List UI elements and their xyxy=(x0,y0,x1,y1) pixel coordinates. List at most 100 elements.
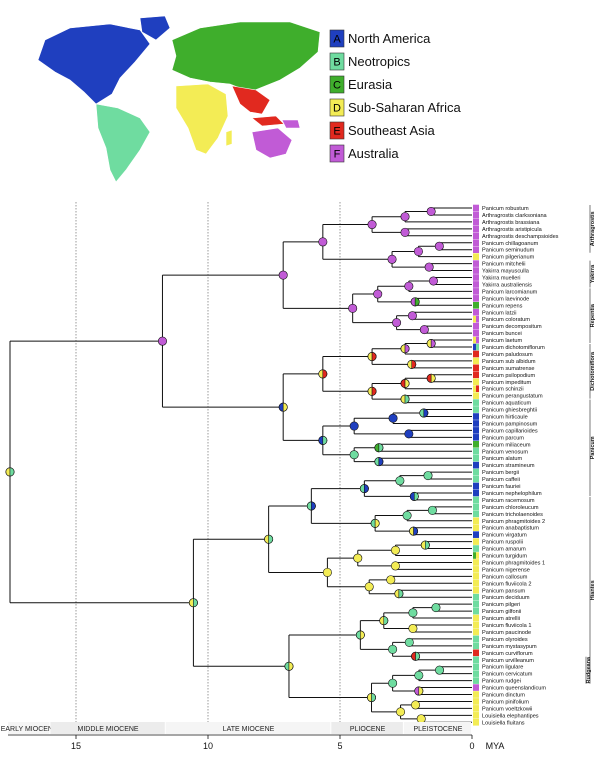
taxon-panicum-virgatum: Panicum virgatum xyxy=(473,531,527,539)
legend-label: North America xyxy=(348,31,431,46)
taxon-panicum-capillarioides: Panicum capillarioides xyxy=(473,427,538,434)
region-cell xyxy=(473,385,476,392)
tree-node xyxy=(408,608,418,618)
taxon-label: Panicum queenslandicum xyxy=(482,686,546,692)
epoch-pliocene: PLIOCENE xyxy=(331,722,403,734)
taxon-label: Panicum ligulare xyxy=(482,665,523,671)
tree-node xyxy=(410,297,420,307)
taxon-panicum-pilgeri: Panicum pilgeri xyxy=(473,600,520,608)
taxon-label: Panicum virgatum xyxy=(482,533,527,539)
region-cell xyxy=(473,642,479,650)
taxon-panicum-racemosum: Panicum racemosum xyxy=(473,496,535,504)
taxon-label: Panicum phragmitoides 1 xyxy=(482,560,545,566)
region-cell xyxy=(473,586,479,594)
tree-node xyxy=(318,369,328,379)
region-cell xyxy=(473,468,479,476)
region-cell xyxy=(473,489,479,497)
tree-node xyxy=(413,246,423,256)
taxon-label: Panicum olyroides xyxy=(482,637,528,643)
axis-tick-label: 0 xyxy=(469,741,474,751)
taxon-panicum-voeltzkowii: Panicum voeltzkowii xyxy=(473,705,532,712)
legend-swatch xyxy=(329,52,345,71)
tree-node xyxy=(411,700,421,710)
taxon-label: Panicum amarum xyxy=(482,547,526,553)
continent-new-guinea xyxy=(281,119,301,129)
tree-node xyxy=(388,678,398,688)
region-cell xyxy=(473,552,476,559)
tree-node xyxy=(387,254,397,264)
region-cell xyxy=(473,580,479,587)
tree-node xyxy=(426,373,436,383)
taxon-panicum-nigerense: Panicum nigerense xyxy=(473,566,530,573)
taxon-arthragrostis-clarksoniana: Arthragrostis clarksoniana xyxy=(473,211,548,219)
region-cell xyxy=(473,684,479,691)
tree-node xyxy=(388,413,398,423)
taxon-label: Panicum larcomianum xyxy=(482,289,538,295)
taxon-label: Panicum capillarioides xyxy=(482,428,538,434)
tree-node xyxy=(426,206,436,216)
region-cell xyxy=(473,524,479,531)
taxon-panicum-robustum: Panicum robustum xyxy=(473,204,529,212)
taxon-label: Panicum rudgei xyxy=(482,679,521,685)
region-cell xyxy=(473,663,479,670)
legend-item-sub-saharan-africa: D Sub-Saharan Africa xyxy=(329,98,462,117)
tree-node xyxy=(278,270,288,280)
tree-node xyxy=(373,289,383,299)
taxon-label: Panicum curviflorum xyxy=(482,651,533,657)
region-cell xyxy=(473,406,479,413)
region-cell xyxy=(473,510,479,518)
taxon-label: Panicum decompositum xyxy=(482,324,542,330)
taxon-label: Panicum alatum xyxy=(482,456,522,462)
taxon-label: Panicum chillagoanum xyxy=(482,241,539,247)
region-cell xyxy=(476,385,479,392)
region-cell xyxy=(473,691,479,698)
taxon-label: Panicum phragmitoides 2 xyxy=(482,519,545,525)
taxon-label: Panicum caffeii xyxy=(482,477,520,483)
taxon-panicum-caffeii: Panicum caffeii xyxy=(473,475,520,483)
clade-dichotomiflora: Dichotomiflora xyxy=(589,344,596,399)
region-cell xyxy=(473,274,479,281)
continent-southeast-asia xyxy=(231,85,271,115)
legend-swatch xyxy=(329,98,345,117)
taxon-panicum-anabaptistum: Panicum anabaptistum xyxy=(473,524,539,532)
tree-node xyxy=(409,526,419,536)
taxon-arthragrostis-deschampsioides: Arthragrostis deschampsioides xyxy=(473,232,559,240)
epoch-band xyxy=(8,722,50,734)
taxon-label: Panicum pilgeri xyxy=(482,602,520,608)
taxon-panicum-cervicatum: Panicum cervicatum xyxy=(473,670,533,678)
legend-item-australia: F Australia xyxy=(329,144,399,163)
taxon-panicum-callosum: Panicum callosum xyxy=(473,573,528,580)
legend-item-north-america: A North America xyxy=(329,29,431,48)
tree-node xyxy=(364,582,374,592)
tree-node xyxy=(374,443,384,453)
tree-node xyxy=(374,457,384,467)
tree-node xyxy=(404,429,414,439)
taxon-panicum-perangustatum: Panicum perangustatum xyxy=(473,392,543,400)
taxon-panicum-curviflorum: Panicum curviflorum xyxy=(473,649,533,657)
taxon-panicum-aquaticum: Panicum aquaticum xyxy=(473,399,531,407)
legend-label: Southeast Asia xyxy=(348,123,435,138)
continent-south-america xyxy=(95,103,151,183)
taxon-label: Panicum fluviicola 2 xyxy=(482,581,531,587)
tree-node xyxy=(359,484,369,494)
taxon-panicum-fauriei: Panicum fauriei xyxy=(473,482,521,490)
tree-node xyxy=(306,501,316,511)
taxon-label: Panicum impeditum xyxy=(482,380,531,386)
region-cell xyxy=(473,454,479,462)
taxon-label: Panicum ghiesbreghtii xyxy=(482,408,537,414)
taxon-label: Panicum fluviicola 1 xyxy=(482,623,531,629)
region-cell xyxy=(473,705,479,712)
tree-node xyxy=(390,561,400,571)
tree-node xyxy=(400,344,410,354)
tree-node xyxy=(404,637,414,647)
tree-node xyxy=(318,435,328,445)
taxon-label: Panicum dinctum xyxy=(482,693,525,699)
continent-eurasia xyxy=(171,21,321,93)
taxon-panicum-gilfonii: Panicum gilfonii xyxy=(473,607,521,615)
region-cell xyxy=(473,267,479,274)
region-cell xyxy=(473,357,479,365)
tree-node xyxy=(379,616,389,626)
epoch-band xyxy=(403,722,471,734)
legend-code: B xyxy=(333,57,340,69)
region-cell xyxy=(473,322,479,330)
